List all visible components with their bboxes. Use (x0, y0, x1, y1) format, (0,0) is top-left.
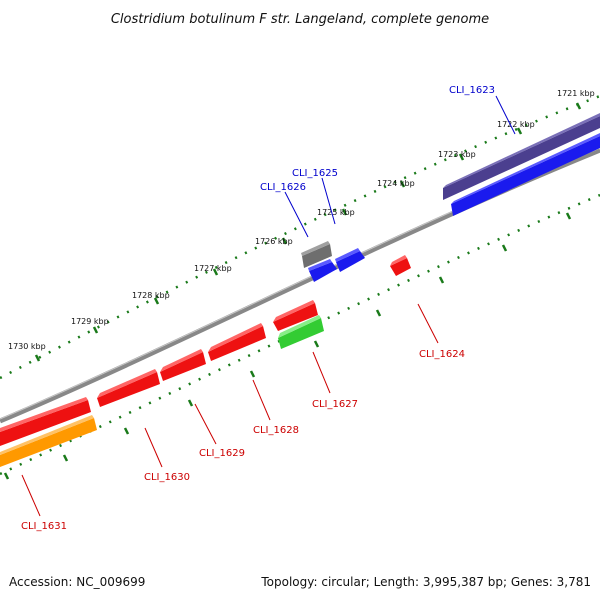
leader-cli-1627 (312, 351, 331, 394)
kbp-label: 1727 kbp (194, 264, 232, 273)
major-tick (375, 309, 382, 317)
major-tick (281, 237, 288, 245)
topology-text: Topology: circular; Length: 3,995,387 bp… (260, 575, 591, 589)
kbp-label: 1726 kbp (255, 237, 293, 246)
gene-label-cli-1623[interactable]: CLI_1623 (449, 85, 495, 96)
leader-cli-1625 (321, 177, 336, 225)
major-tick (123, 427, 130, 435)
major-tick (341, 208, 348, 216)
gene-label-cli-1631[interactable]: CLI_1631 (21, 521, 67, 532)
inner-major-ticks (3, 212, 572, 480)
outer-minor-ticks (0, 94, 600, 380)
leader-cli-1626 (284, 191, 309, 238)
gene-cli-1625-arrow (336, 251, 365, 272)
major-tick (575, 102, 582, 110)
orange-feature-body (0, 418, 97, 467)
gene-cli-1627-red[interactable] (273, 300, 318, 331)
gene-cli-1624-top (390, 255, 407, 266)
kbp-label: 1724 kbp (377, 179, 415, 188)
leader-cli-1628 (252, 379, 271, 421)
blue-band-top (451, 133, 600, 204)
leader-cli-1624 (417, 303, 439, 344)
red-gene-top (0, 397, 88, 432)
purple-band-top (443, 113, 600, 188)
gene-cli-1625-top (335, 248, 360, 262)
major-tick (92, 326, 99, 334)
red-gene-top (273, 300, 315, 322)
kbp-label: 1723 kbp (438, 150, 476, 159)
major-tick (3, 472, 10, 480)
gene-cli-1630[interactable] (97, 369, 160, 407)
gene-cli-1630-top (97, 369, 157, 398)
gene-label-cli-1628[interactable]: CLI_1628 (253, 425, 299, 436)
green-feature-body (278, 318, 324, 349)
accession-text: Accession: NC_009699 (9, 575, 145, 589)
major-tick (501, 244, 508, 252)
gene-labels: CLI_1623 CLI_1625 CLI_1626 CLI_1624 CLI_… (21, 85, 495, 532)
gene-label-cli-1630[interactable]: CLI_1630 (144, 472, 190, 483)
orange-feature-top (0, 415, 94, 455)
gene-cli-1624[interactable] (390, 255, 411, 276)
kbp-label: 1725 kbp (317, 208, 355, 217)
gene-label-cli-1624[interactable]: CLI_1624 (419, 349, 465, 360)
blue-band-body (451, 136, 600, 216)
gene-cli-1626[interactable] (308, 259, 337, 282)
kbp-label: 1730 kbp (8, 342, 46, 351)
gray-feature-top (301, 241, 330, 256)
major-tick (212, 268, 219, 276)
major-tick (399, 180, 406, 188)
red-gene-arrow (273, 303, 318, 331)
gene-cli-1628-top (208, 323, 263, 352)
major-tick (516, 127, 523, 135)
gene-label-cli-1629[interactable]: CLI_1629 (199, 448, 245, 459)
outer-tick-ring (0, 94, 600, 380)
gene-label-cli-1627[interactable]: CLI_1627 (312, 399, 358, 410)
major-tick (62, 454, 69, 462)
kbp-label: 1729 kbp (71, 317, 109, 326)
gene-cli-1625[interactable] (335, 248, 365, 272)
outer-major-ticks (34, 102, 582, 362)
gene-cli-1626-top (308, 259, 332, 271)
green-feature-top (278, 315, 321, 338)
major-tick (187, 399, 194, 407)
leader-cli-1630 (144, 427, 163, 468)
feature-orange[interactable] (0, 415, 97, 467)
major-tick (458, 153, 465, 161)
gray-feature-body (302, 244, 332, 268)
label-leader-lines (21, 95, 516, 517)
major-tick (34, 354, 41, 362)
leader-cli-1623 (495, 95, 516, 135)
map-title: Clostridium botulinum F str. Langeland, … (111, 12, 489, 27)
major-tick (249, 370, 256, 378)
feature-gray[interactable] (301, 241, 332, 268)
feature-blue-band[interactable] (451, 133, 600, 216)
red-gene-arrow (0, 400, 91, 446)
major-tick (153, 297, 160, 305)
gene-cli-1629[interactable] (160, 349, 206, 381)
kbp-label: 1721 kbp (557, 89, 595, 98)
leader-cli-1629 (194, 403, 217, 445)
kbp-label: 1728 kbp (132, 291, 170, 300)
leader-cli-1631 (21, 474, 41, 517)
major-tick (313, 340, 320, 348)
gene-cli-1628[interactable] (208, 323, 266, 361)
gene-cli-1628-arrow (208, 326, 266, 361)
feature-green[interactable] (278, 315, 324, 349)
gene-cli-1626-arrow (309, 262, 337, 282)
gene-cli-1624-arrow (390, 258, 411, 276)
gene-cli-1629-top (160, 349, 203, 372)
major-tick (438, 276, 445, 284)
gene-cli-1630-arrow (97, 372, 160, 407)
kbp-labels: 1721 kbp 1722 kbp 1723 kbp 1724 kbp 1725… (8, 89, 595, 351)
feature-purple-band[interactable] (443, 113, 600, 200)
gene-cli-1629-arrow (160, 352, 206, 381)
kbp-label: 1722 kbp (497, 120, 535, 129)
purple-band-body (443, 116, 600, 200)
gene-label-cli-1625[interactable]: CLI_1625 (292, 168, 338, 179)
gene-cli-1631-red[interactable] (0, 397, 91, 446)
gene-label-cli-1626[interactable]: CLI_1626 (260, 182, 306, 193)
major-tick (565, 212, 572, 220)
